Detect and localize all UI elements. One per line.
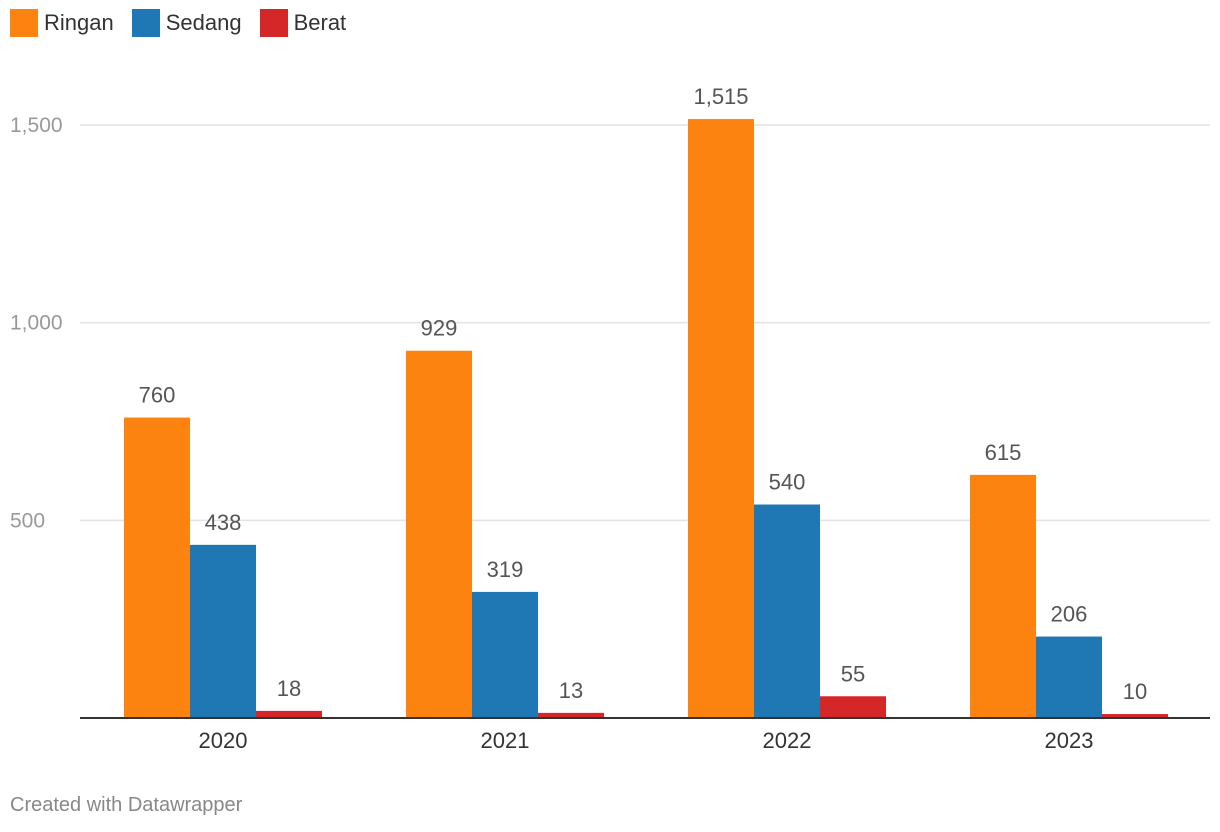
legend-swatch-berat [259,9,288,37]
legend-item-berat: Berat [259,9,347,37]
legend-item-sedang: Sedang [131,9,242,37]
bar-berat-2022 [820,696,886,718]
value-label-sedang-2022: 540 [769,470,806,495]
bars [124,119,1168,718]
x-tick-label-2020: 2020 [199,728,248,753]
value-label-sedang-2020: 438 [205,510,242,535]
legend-label-berat: Berat [293,10,347,35]
bar-berat-2020 [256,710,322,718]
value-label-berat-2022: 55 [841,661,865,686]
legend-swatch-sedang [131,9,160,37]
bar-ringan-2022 [688,119,754,718]
bar-ringan-2023 [970,474,1036,718]
y-tick-label-1000: 1,000 [10,312,63,335]
legend-label-sedang: Sedang [165,10,242,35]
y-tick-label-1500: 1,500 [10,114,63,137]
value-label-berat-2020: 18 [277,676,301,701]
gridlines: 500 1,000 1,500 [10,114,1210,532]
x-tick-label-2023: 2023 [1045,728,1094,753]
bar-ringan-2020 [124,417,190,718]
bar-berat-2023 [1102,714,1168,718]
y-tick-label-500: 500 [10,509,45,532]
x-tick-label-2022: 2022 [763,728,812,753]
value-label-ringan-2021: 929 [421,316,458,341]
legend-label-ringan: Ringan [44,10,114,35]
value-label-ringan-2020: 760 [139,383,176,408]
x-tick-label-2021: 2021 [481,728,530,753]
value-label-sedang-2021: 319 [487,557,524,582]
bar-berat-2021 [538,712,604,718]
value-label-ringan-2022: 1,515 [693,84,748,109]
value-label-berat-2023: 10 [1123,679,1147,704]
legend-item-ringan: Ringan [10,9,114,37]
legend-swatch-ringan [10,9,38,37]
bar-sedang-2021 [472,591,538,718]
bar-sedang-2020 [190,544,256,718]
value-label-berat-2021: 13 [559,678,583,703]
value-label-sedang-2023: 206 [1051,602,1088,627]
bar-sedang-2023 [1036,636,1102,718]
bar-ringan-2021 [406,350,472,718]
bar-sedang-2022 [754,504,820,718]
legend: Ringan Sedang Berat [10,9,346,37]
value-labels: 760 438 18 929 319 13 1,515 540 55 615 206 10 [139,84,1148,704]
credit-text: Created with Datawrapper [10,794,243,816]
x-axis-ticks: 2020 2021 2022 2023 [199,728,1094,753]
value-label-ringan-2023: 615 [985,440,1022,465]
